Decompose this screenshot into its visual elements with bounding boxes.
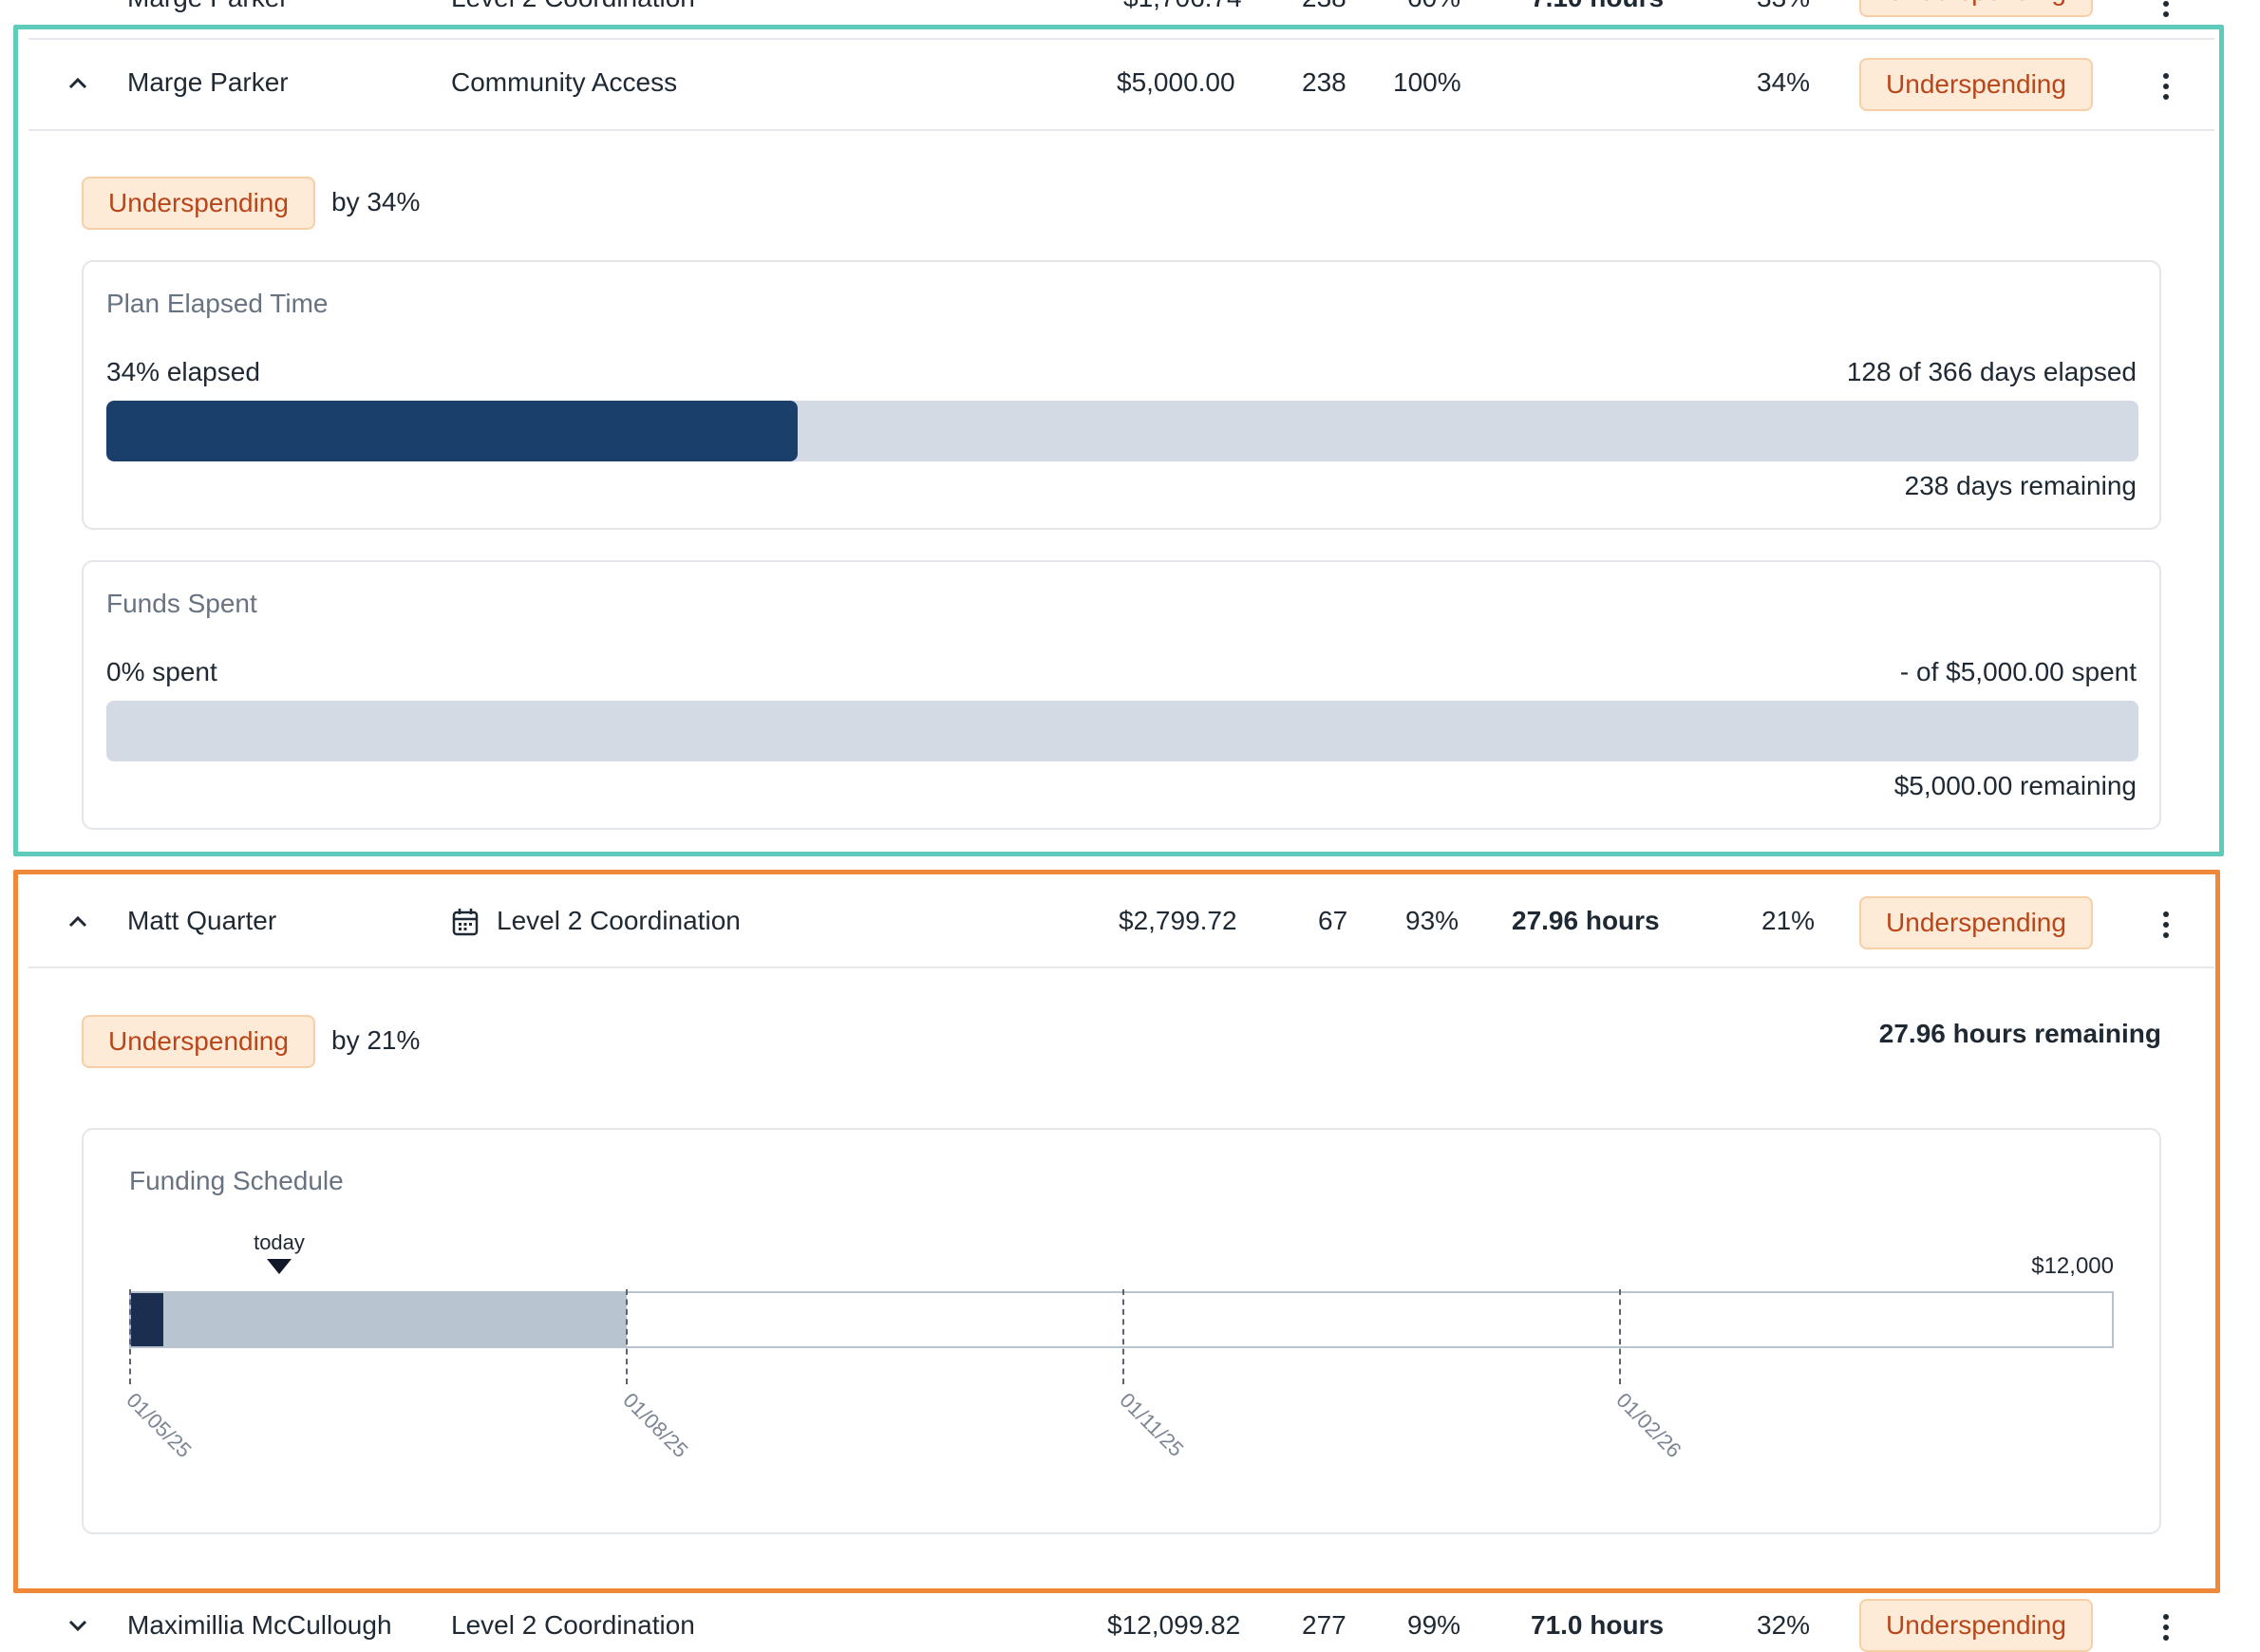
row-divider xyxy=(28,129,2214,131)
row-pct2: 34% xyxy=(1757,67,1811,97)
status-badge: Underspending xyxy=(1859,1599,2093,1652)
row-service: Level 2 Coordination xyxy=(497,906,741,935)
card-title: Funding Schedule xyxy=(129,1166,344,1195)
funds-spent-card: Funds Spent 0% spent - of $5,000.00 spen… xyxy=(82,560,2161,830)
schedule-segment-spent xyxy=(131,1293,163,1346)
row-service: Level 2 Coordination xyxy=(451,0,695,13)
days-remaining: 238 days remaining xyxy=(1904,471,2137,500)
row-percent: 100% xyxy=(1393,67,1461,97)
status-badge: Underspending xyxy=(82,1015,315,1068)
row-pct2: 33% xyxy=(1757,0,1810,13)
row-name: Maximillia McCullough xyxy=(127,1610,392,1640)
row-days: 277 xyxy=(1302,1610,1347,1640)
schedule-date-label: 01/08/25 xyxy=(618,1388,693,1463)
today-marker: today xyxy=(251,1230,308,1274)
more-options-icon[interactable] xyxy=(2162,911,2170,943)
row-service: Level 2 Coordination xyxy=(451,1610,695,1640)
row-days: 238 xyxy=(1302,0,1347,13)
underspend-amount: by 21% xyxy=(331,1025,421,1055)
row-amount: $12,099.82 xyxy=(1107,1610,1241,1640)
status-badge: Underspending xyxy=(1859,58,2093,111)
status-badge: Underspending xyxy=(1859,0,2093,17)
elapsed-progress-fill xyxy=(106,401,798,461)
row-divider xyxy=(28,967,2214,968)
highlight-expanded-row-1 xyxy=(13,25,2224,856)
today-pointer-icon xyxy=(267,1259,292,1274)
underspend-amount: by 34% xyxy=(331,187,421,216)
row-hours: 7.10 hours xyxy=(1531,0,1664,13)
funds-remaining: $5,000.00 remaining xyxy=(1893,771,2137,800)
row-service: Community Access xyxy=(451,67,678,97)
more-options-icon[interactable] xyxy=(2162,1614,2170,1645)
elapsed-percent: 34% elapsed xyxy=(106,357,260,386)
period-divider xyxy=(1122,1289,1124,1384)
row-name: Marge Parker xyxy=(127,0,289,13)
row-name: Matt Quarter xyxy=(127,906,277,935)
schedule-bar xyxy=(129,1291,2114,1348)
period-divider xyxy=(1619,1289,1621,1384)
schedule-max-label: $12,000 xyxy=(2031,1253,2114,1279)
funds-progress-bar xyxy=(106,701,2138,761)
row-name: Marge Parker xyxy=(127,67,289,97)
card-title: Funds Spent xyxy=(106,589,257,618)
calendar-icon xyxy=(452,909,479,936)
hours-remaining: 27.96 hours remaining xyxy=(1878,1019,2161,1048)
elapsed-progress-bar xyxy=(106,401,2138,461)
row-pct2: 21% xyxy=(1761,906,1816,935)
row-pct2: 32% xyxy=(1757,1610,1811,1640)
today-label: today xyxy=(254,1230,305,1254)
row-divider xyxy=(28,38,2214,40)
spent-amount: - of $5,000.00 spent xyxy=(1899,657,2137,686)
chevron-up-icon[interactable] xyxy=(66,76,89,91)
row-days: 238 xyxy=(1302,67,1347,97)
funding-schedule-card: Funding Schedule today $12,000 01/05/25 … xyxy=(82,1128,2161,1534)
chevron-down-icon[interactable] xyxy=(66,1618,89,1633)
row-percent: 93% xyxy=(1405,906,1460,935)
row-percent: 60% xyxy=(1407,0,1460,13)
highlight-expanded-row-2 xyxy=(13,870,2220,1593)
period-divider xyxy=(626,1289,628,1384)
chevron-up-icon[interactable] xyxy=(66,914,89,929)
status-badge: Underspending xyxy=(82,177,315,230)
spent-percent: 0% spent xyxy=(106,657,217,686)
schedule-segment-elapsed xyxy=(131,1293,627,1346)
schedule-date-label: 01/05/25 xyxy=(122,1388,197,1463)
more-options-icon[interactable] xyxy=(2162,0,2170,22)
row-days: 67 xyxy=(1318,906,1348,935)
period-divider xyxy=(129,1289,131,1384)
elapsed-days: 128 of 366 days elapsed xyxy=(1846,357,2137,386)
row-amount: $2,799.72 xyxy=(1119,906,1237,935)
row-amount: $5,000.00 xyxy=(1117,67,1235,97)
schedule-date-label: 01/11/25 xyxy=(1115,1388,1189,1462)
row-percent: 99% xyxy=(1407,1610,1461,1640)
plan-elapsed-card: Plan Elapsed Time 34% elapsed 128 of 366… xyxy=(82,260,2161,530)
card-title: Plan Elapsed Time xyxy=(106,289,329,318)
status-badge: Underspending xyxy=(1859,896,2093,949)
row-hours: 71.0 hours xyxy=(1531,1610,1665,1640)
row-hours: 27.96 hours xyxy=(1512,906,1660,935)
row-amount: $1,706.74 xyxy=(1123,0,1242,13)
more-options-icon[interactable] xyxy=(2162,73,2170,104)
schedule-date-label: 01/02/26 xyxy=(1611,1388,1686,1463)
